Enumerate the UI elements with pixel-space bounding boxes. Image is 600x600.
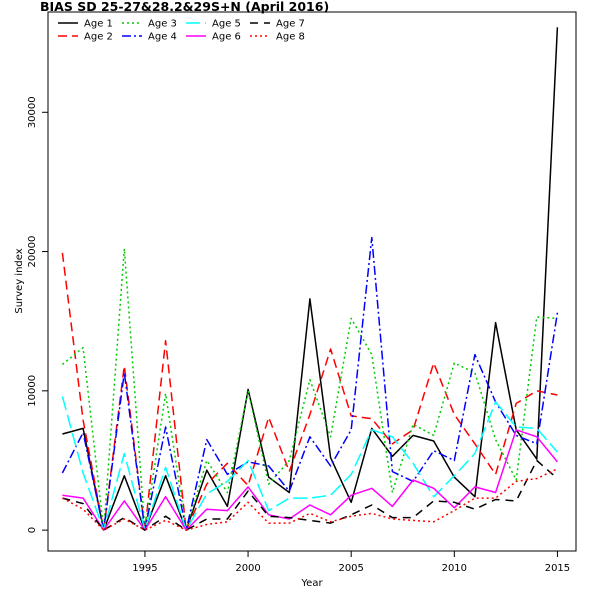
x-axis-label: Year bbox=[300, 578, 323, 589]
legend-label: Age 5 bbox=[212, 19, 241, 30]
x-tick-label: 2005 bbox=[338, 563, 363, 574]
y-axis: 0 10000 20000 30000 bbox=[27, 96, 48, 533]
legend-label: Age 4 bbox=[148, 32, 177, 43]
legend: Age 1 Age 2 Age 3 Age 4 Age 5 Age 6 Age 7 Age 8 bbox=[58, 19, 305, 43]
y-tick-label: 30000 bbox=[27, 96, 38, 128]
x-tick-label: 2015 bbox=[545, 563, 570, 574]
series-line-age-7 bbox=[62, 459, 558, 531]
y-axis-label: Survey index bbox=[14, 248, 25, 313]
series-layer bbox=[61, 27, 559, 531]
x-tick-label: 1995 bbox=[132, 563, 157, 574]
y-tick-label: 0 bbox=[27, 527, 38, 533]
x-tick-label: 2010 bbox=[442, 563, 467, 574]
legend-label: Age 3 bbox=[148, 19, 177, 30]
legend-label: Age 6 bbox=[212, 32, 241, 43]
legend-label: Age 1 bbox=[84, 19, 113, 30]
legend-label: Age 7 bbox=[276, 19, 305, 30]
series-line-age-2 bbox=[61, 252, 558, 531]
plot-frame bbox=[47, 11, 577, 552]
legend-label: Age 8 bbox=[276, 32, 305, 43]
series-line-age-3 bbox=[61, 248, 558, 531]
x-tick-label: 2000 bbox=[235, 563, 260, 574]
y-tick-label: 10000 bbox=[27, 375, 38, 407]
legend-label: Age 2 bbox=[84, 32, 113, 43]
x-axis: 1995 2000 2005 2010 2015 bbox=[132, 551, 570, 574]
y-tick-label: 20000 bbox=[27, 236, 38, 268]
chart-title: BIAS SD 25-27&28.2&29S+N (April 2016) bbox=[40, 0, 329, 14]
